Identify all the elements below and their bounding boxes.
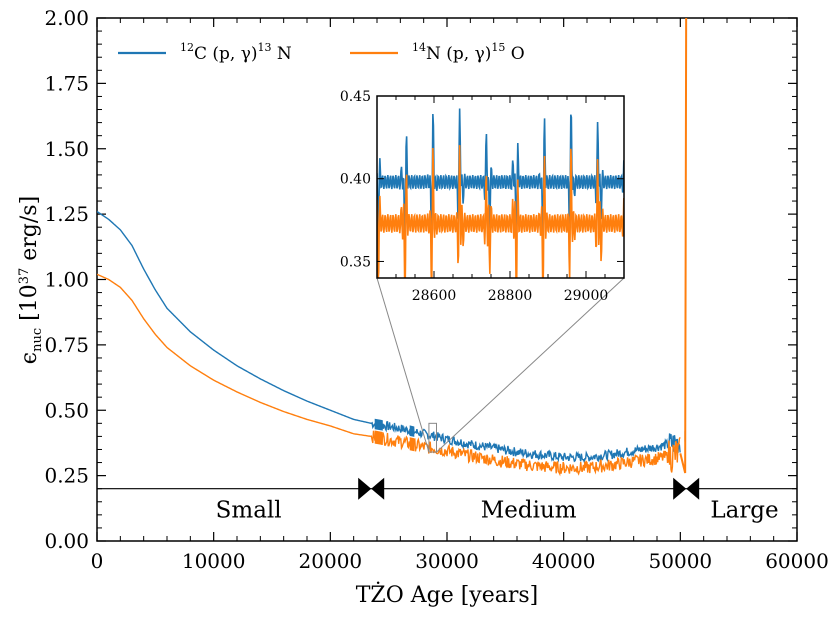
- inset-axis-ticks: 28600 28800 29000 0.35 0.40 0.45: [340, 89, 624, 304]
- zoom-box: [428, 422, 437, 453]
- zoom-connector-left: [376, 277, 430, 453]
- y-tick-label: 0.75: [44, 333, 89, 357]
- x-tick-label: 60000: [765, 549, 829, 573]
- phase-arrow-left: [358, 477, 372, 500]
- x-tick-label: 10000: [182, 549, 246, 573]
- y-label-unit: erg/s]: [17, 196, 42, 268]
- phase-arrow-left: [673, 477, 687, 500]
- series-spike: [679, 18, 688, 474]
- legend-n14-mid: N (p, γ): [426, 44, 491, 64]
- y-label-sub: nuc: [30, 328, 45, 352]
- legend: 12C (p, γ)13 N 14N (p, γ)15 O: [118, 41, 525, 64]
- inset-x-tick-label: 28800: [488, 288, 533, 304]
- y-tick-label: 0.25: [44, 464, 89, 488]
- y-label-exp: 37: [17, 268, 32, 285]
- legend-label-n14: 14N (p, γ)15 O: [412, 41, 525, 64]
- y-label-main: ϵ: [17, 352, 42, 364]
- inset-series-line: [377, 145, 624, 278]
- y-tick-label: 0.00: [44, 529, 89, 553]
- x-tick-label: 30000: [415, 549, 479, 573]
- x-tick-label: 20000: [299, 549, 363, 573]
- series-burst: [374, 430, 383, 445]
- inset-x-tick-label: 29000: [564, 288, 609, 304]
- legend-label-c12: 12C (p, γ)13 N: [180, 41, 292, 64]
- inset-frame: [376, 95, 625, 279]
- main-series-lines: [97, 18, 688, 477]
- series-burst: [409, 437, 415, 452]
- y-tick-label: 0.50: [44, 398, 89, 422]
- x-tick-label: 0: [91, 549, 104, 573]
- phase-arrow-right: [686, 477, 700, 500]
- phase-arrow-right: [371, 477, 385, 500]
- phase-label: Medium: [481, 498, 577, 524]
- series-burst: [409, 425, 415, 437]
- legend-n14-pre: 14: [412, 41, 426, 54]
- legend-c12-pre: 12: [180, 41, 194, 54]
- legend-n14-exp: 15: [491, 41, 505, 54]
- phase-indicator: Small Medium Large: [97, 477, 797, 524]
- y-tick-label: 1.50: [44, 137, 89, 161]
- inset-series-line: [377, 108, 624, 259]
- zoom-indicator: [376, 277, 625, 453]
- legend-c12-mid: C (p, γ): [194, 44, 258, 64]
- y-axis-label: ϵnuc [1037 erg/s]: [17, 196, 45, 364]
- legend-c12-post: N: [272, 44, 292, 64]
- series-line: [97, 273, 681, 477]
- y-tick-label: 1.75: [44, 71, 89, 95]
- y-tick-label: 2.00: [44, 6, 89, 30]
- zoom-connector-right: [436, 277, 625, 453]
- inset-y-tick-label: 0.45: [340, 89, 371, 105]
- y-tick-label: 1.00: [44, 268, 89, 292]
- inset-y-tick-label: 0.40: [340, 172, 371, 188]
- inset-x-tick-label: 28600: [412, 288, 457, 304]
- legend-c12-exp: 13: [258, 41, 272, 54]
- main-axis-ticks: 0 10000 20000 30000 40000 50000 60000 0.00 0.25 0…: [44, 6, 828, 573]
- x-tick-label: 50000: [649, 549, 713, 573]
- x-axis-label: TŻO Age [years]: [356, 581, 539, 608]
- inset-y-tick-label: 0.35: [340, 254, 371, 270]
- legend-n14-post: O: [505, 44, 524, 64]
- phase-label: Large: [710, 498, 778, 524]
- series-burst: [374, 418, 383, 431]
- phase-label: Small: [216, 498, 282, 524]
- series-line: [97, 210, 681, 464]
- y-tick-label: 1.25: [44, 202, 89, 226]
- inset-series-lines: [377, 108, 624, 278]
- y-label-rest: [10: [17, 284, 42, 328]
- x-tick-label: 40000: [532, 549, 596, 573]
